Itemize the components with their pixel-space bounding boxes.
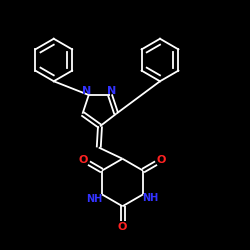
Text: N: N (108, 86, 116, 96)
Text: NH: NH (86, 194, 102, 204)
Text: N: N (82, 86, 92, 96)
Text: O: O (118, 222, 127, 232)
Text: O: O (157, 155, 166, 165)
Text: NH: NH (142, 194, 158, 203)
Text: O: O (79, 155, 88, 165)
